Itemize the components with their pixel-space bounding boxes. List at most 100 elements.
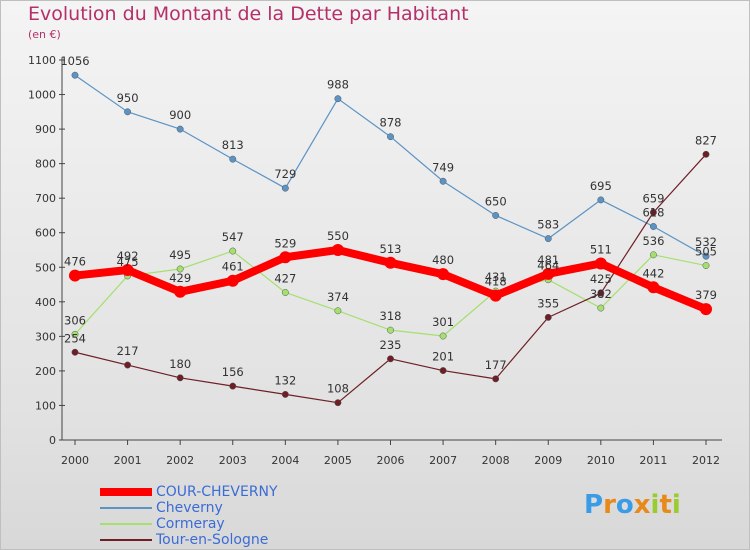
data-label: 695 <box>590 179 612 193</box>
data-label: 529 <box>274 236 296 250</box>
data-label: 425 <box>590 272 612 286</box>
data-point <box>124 108 132 116</box>
data-point <box>334 399 342 407</box>
y-tick-label: 800 <box>35 158 56 171</box>
data-label: 379 <box>695 288 717 302</box>
data-label: 476 <box>64 255 86 269</box>
data-label: 156 <box>222 365 244 379</box>
data-point <box>176 265 184 273</box>
data-label: 583 <box>537 218 559 232</box>
data-label: 427 <box>274 271 296 285</box>
data-label: 505 <box>695 245 717 259</box>
data-point <box>597 196 605 204</box>
y-tick-label: 900 <box>35 123 56 136</box>
data-label: 306 <box>64 313 86 327</box>
legend-swatch <box>100 488 152 496</box>
data-point <box>281 289 289 296</box>
data-point <box>700 303 712 316</box>
data-label: 177 <box>485 358 507 372</box>
x-tick-label: 2002 <box>166 454 194 467</box>
x-tick-label: 2012 <box>692 454 720 467</box>
y-tick-label: 600 <box>35 227 56 240</box>
data-point <box>387 133 394 141</box>
data-label: 550 <box>327 229 349 243</box>
data-point <box>544 235 552 243</box>
data-label: 318 <box>380 309 402 323</box>
data-point <box>281 390 289 398</box>
legend-label: Cheverny <box>156 500 223 516</box>
data-label: 827 <box>695 133 717 147</box>
unit-label: (en €) <box>28 28 61 41</box>
data-point <box>439 367 447 375</box>
y-tick-label: 1000 <box>28 89 56 102</box>
proxiti-logo: Proxiti <box>584 490 681 520</box>
x-tick-label: 2004 <box>271 454 299 467</box>
x-tick-label: 2011 <box>639 454 667 467</box>
y-tick-label: 500 <box>35 261 56 274</box>
data-label: 659 <box>642 191 664 205</box>
data-point <box>176 374 184 382</box>
data-label: 513 <box>380 242 402 256</box>
data-point <box>439 332 447 340</box>
data-point <box>492 212 500 219</box>
data-label: 461 <box>222 260 244 274</box>
data-point <box>69 269 81 282</box>
data-point <box>71 348 79 356</box>
x-tick-label: 2001 <box>114 454 142 467</box>
data-point <box>229 382 237 390</box>
legend-label: COUR-CHEVERNY <box>156 484 278 500</box>
data-label: 132 <box>274 373 296 387</box>
data-point <box>702 252 710 260</box>
y-tick-label: 400 <box>35 296 56 309</box>
data-point <box>594 257 607 270</box>
data-label: 475 <box>117 255 139 269</box>
legend-swatch <box>100 539 152 541</box>
data-label: 511 <box>590 242 612 256</box>
data-label: 950 <box>117 91 139 105</box>
data-point <box>174 285 187 298</box>
data-point <box>649 223 657 230</box>
data-point <box>176 125 184 133</box>
data-point <box>649 251 657 259</box>
chart-title: Evolution du Montant de la Dette par Hab… <box>28 3 469 25</box>
data-point <box>647 281 660 294</box>
x-tick-label: 2005 <box>324 454 352 467</box>
data-label: 254 <box>64 331 86 345</box>
y-tick-label: 0 <box>49 434 56 447</box>
data-label: 355 <box>537 296 559 310</box>
data-point <box>71 71 79 79</box>
data-label: 536 <box>642 234 664 248</box>
data-point <box>649 208 657 216</box>
data-label: 749 <box>432 160 454 174</box>
data-point <box>439 177 447 185</box>
data-point <box>334 95 342 103</box>
data-point <box>71 330 79 338</box>
data-point <box>492 375 500 383</box>
data-label: 429 <box>169 271 191 285</box>
data-label: 900 <box>169 108 191 122</box>
x-tick-label: 2000 <box>61 454 89 467</box>
data-point <box>124 361 132 369</box>
data-label: 618 <box>642 206 664 220</box>
x-tick-label: 2003 <box>219 454 247 467</box>
data-point <box>702 262 710 269</box>
data-label: 480 <box>432 253 454 267</box>
data-point <box>229 155 237 163</box>
legend-swatch <box>100 507 152 509</box>
data-point <box>489 289 502 302</box>
data-point <box>544 313 552 321</box>
data-label: 1056 <box>60 54 89 68</box>
data-label: 729 <box>274 167 296 181</box>
data-label: 464 <box>537 259 559 273</box>
data-label: 180 <box>169 357 191 371</box>
data-label: 547 <box>222 230 244 244</box>
x-tick-label: 2007 <box>429 454 457 467</box>
data-point <box>702 150 710 158</box>
data-point <box>334 307 342 315</box>
data-point <box>281 184 289 192</box>
data-point <box>384 256 397 269</box>
data-label: 813 <box>222 138 244 152</box>
x-tick-label: 2009 <box>534 454 562 467</box>
data-label: 418 <box>485 275 507 289</box>
y-tick-label: 700 <box>35 192 56 205</box>
